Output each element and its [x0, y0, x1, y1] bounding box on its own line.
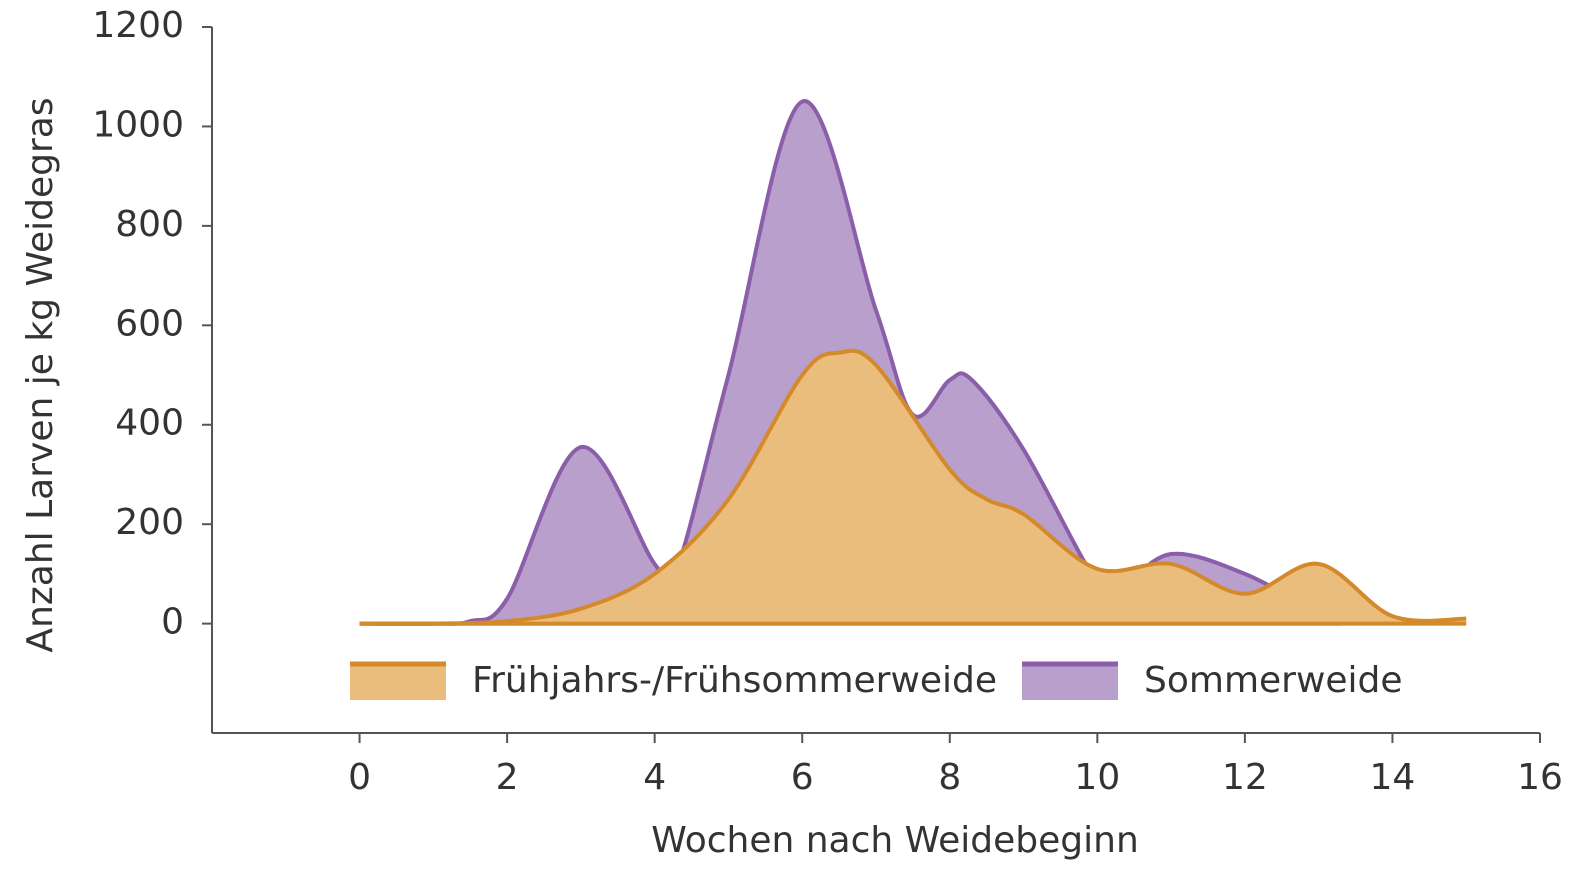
- x-tick-label: 8: [938, 757, 961, 798]
- x-tick-label: 6: [791, 757, 814, 798]
- area: [359, 350, 1467, 624]
- y-tick-label: 800: [115, 204, 184, 245]
- legend-label: Sommerweide: [1144, 660, 1403, 701]
- y-tick-label: 1000: [92, 104, 184, 145]
- x-tick-label: 0: [348, 757, 371, 798]
- legend-swatch: [350, 664, 446, 700]
- line: [359, 348, 1467, 626]
- y-tick-label: 200: [115, 502, 184, 543]
- x-tick-label: 2: [496, 757, 519, 798]
- x-tick-label: 14: [1370, 757, 1416, 798]
- x-tick-label: 12: [1222, 757, 1268, 798]
- x-tick-label: 4: [643, 757, 666, 798]
- legend-swatch: [1022, 664, 1118, 700]
- x-tick-label: 10: [1074, 757, 1120, 798]
- x-tick-label: 16: [1517, 757, 1563, 798]
- legend-label: Frühjahrs-/Frühsommerweide: [472, 660, 997, 701]
- y-tick-label: 400: [115, 403, 184, 444]
- y-axis-label: Anzahl Larven je kg Weidegras: [20, 97, 61, 652]
- y-tick-label: 0: [161, 602, 184, 643]
- y-tick-label: 1200: [92, 5, 184, 46]
- x-axis-label: Wochen nach Weidebeginn: [651, 820, 1139, 861]
- y-tick-label: 600: [115, 303, 184, 344]
